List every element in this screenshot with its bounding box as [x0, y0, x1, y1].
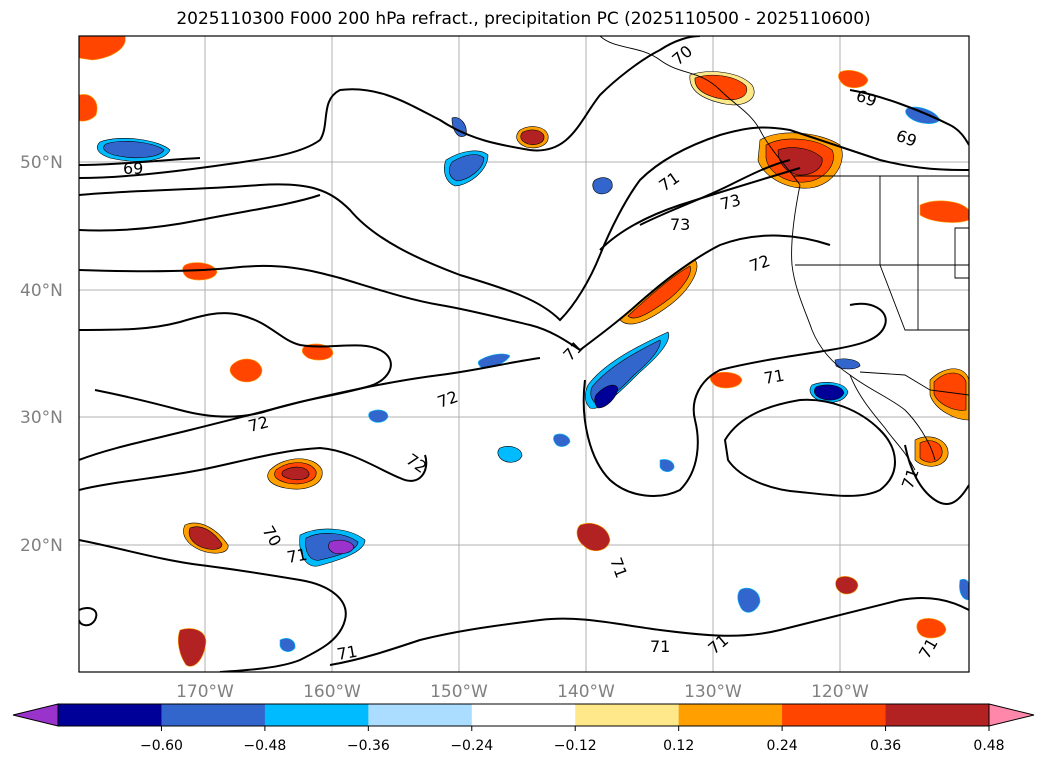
precip-positive-areas	[79, 36, 969, 667]
alaska-coastline	[599, 36, 801, 186]
lon-label: 120°W	[811, 682, 869, 702]
colorbar-segment	[782, 704, 887, 726]
contour-72-band	[79, 234, 831, 352]
contour-72-northeast	[599, 167, 801, 251]
colorbar-segment	[678, 704, 783, 726]
lon-label: 150°W	[430, 682, 488, 702]
colorbar-segment	[161, 704, 266, 726]
blob-west-pacific	[183, 522, 229, 554]
contour-71-coast	[904, 444, 969, 505]
colorbar-tick-label: −0.12	[554, 738, 597, 754]
contour-label: 71	[762, 366, 785, 388]
lon-label: 160°W	[303, 682, 361, 702]
latitude-labels: 50°N 40°N 30°N 20°N	[20, 153, 63, 556]
contour-69-northeast	[849, 89, 969, 146]
us-state-lines	[795, 176, 969, 331]
colorbar-segment	[471, 704, 576, 726]
lat-label: 40°N	[20, 281, 63, 301]
blob-baja-blue	[809, 358, 861, 403]
map-title: 2025110300 F000 200 hPa refract., precip…	[176, 9, 871, 29]
contour-label: 71	[335, 642, 358, 664]
blob-hawaii-blue	[299, 528, 366, 567]
colorbar-segment	[264, 704, 369, 726]
colorbar-extend-max	[988, 703, 1035, 727]
colorbar-tick-label: −0.24	[450, 738, 493, 754]
colorbar-tick-label: 0.24	[767, 738, 798, 754]
blob-hawaii-north	[267, 458, 323, 490]
contour-label: 73	[670, 215, 690, 234]
colorbar-extend-min	[12, 703, 59, 727]
contour-central-wave	[79, 312, 392, 418]
blob-diagonal-band	[619, 259, 698, 325]
colorbar-tick-label: −0.48	[243, 738, 286, 754]
lon-label: 130°W	[684, 682, 742, 702]
contour-71-closed-se	[723, 398, 896, 497]
lon-label: 170°W	[176, 682, 234, 702]
contour-71-subtropic	[79, 446, 428, 491]
coastlines	[599, 36, 969, 471]
blob-ne-pacific-1	[516, 126, 549, 149]
refractivity-contours	[79, 36, 969, 672]
contour-label: 71	[650, 637, 670, 656]
blob-sw-us	[929, 368, 969, 421]
blob-west-edge	[79, 36, 126, 122]
blob-central-pacific-small	[177, 70, 969, 667]
blob-n-pacific-blue	[444, 150, 489, 187]
contour-71-main	[79, 157, 201, 166]
us-mexico-border	[859, 371, 969, 396]
contour-70-main	[79, 126, 969, 322]
colorbar-tick-label: 0.12	[663, 738, 694, 754]
colorbar-segment	[575, 704, 680, 726]
contour-label: 73	[718, 190, 743, 214]
map-frame	[78, 35, 970, 673]
colorbar-tick-label: 0.36	[870, 738, 901, 754]
contour-73-coast	[639, 159, 791, 226]
contour-72-southwest	[79, 607, 98, 627]
colorbar-tick-label: −0.36	[347, 738, 390, 754]
colorbar-segment	[885, 704, 990, 726]
longitude-labels: 170°W 160°W 150°W 140°W 130°W 120°W	[176, 682, 869, 702]
baja-coastline	[849, 374, 916, 471]
lon-label: 140°W	[557, 682, 615, 702]
colorbar-tick-label: −0.60	[140, 738, 183, 754]
contour-gulf-alaska	[79, 194, 321, 232]
lat-label: 30°N	[20, 408, 63, 428]
contour-69-north	[79, 36, 701, 179]
contour-71-closed-east	[582, 302, 887, 497]
contour-label: 69	[123, 159, 143, 178]
lat-label: 50°N	[20, 153, 63, 173]
us-west-coastline	[791, 184, 936, 461]
colorbar-tick-label: 0.48	[973, 738, 1004, 754]
lat-label: 20°N	[20, 536, 63, 556]
colorbar-segment	[368, 704, 473, 726]
colorbar-segment	[58, 704, 162, 726]
blob-misc-blue	[279, 106, 969, 652]
contour-label: 72	[246, 412, 271, 436]
contour-71-south	[329, 597, 969, 666]
colorbar: −0.60 −0.48 −0.36 −0.24 −0.12 0.12 0.24 0.36 0.4…	[12, 703, 1035, 754]
contour-70-south	[79, 539, 347, 672]
blob-diagonal-blue	[584, 331, 670, 409]
blob-mexico	[914, 436, 949, 467]
contour-label: 71	[285, 545, 308, 567]
